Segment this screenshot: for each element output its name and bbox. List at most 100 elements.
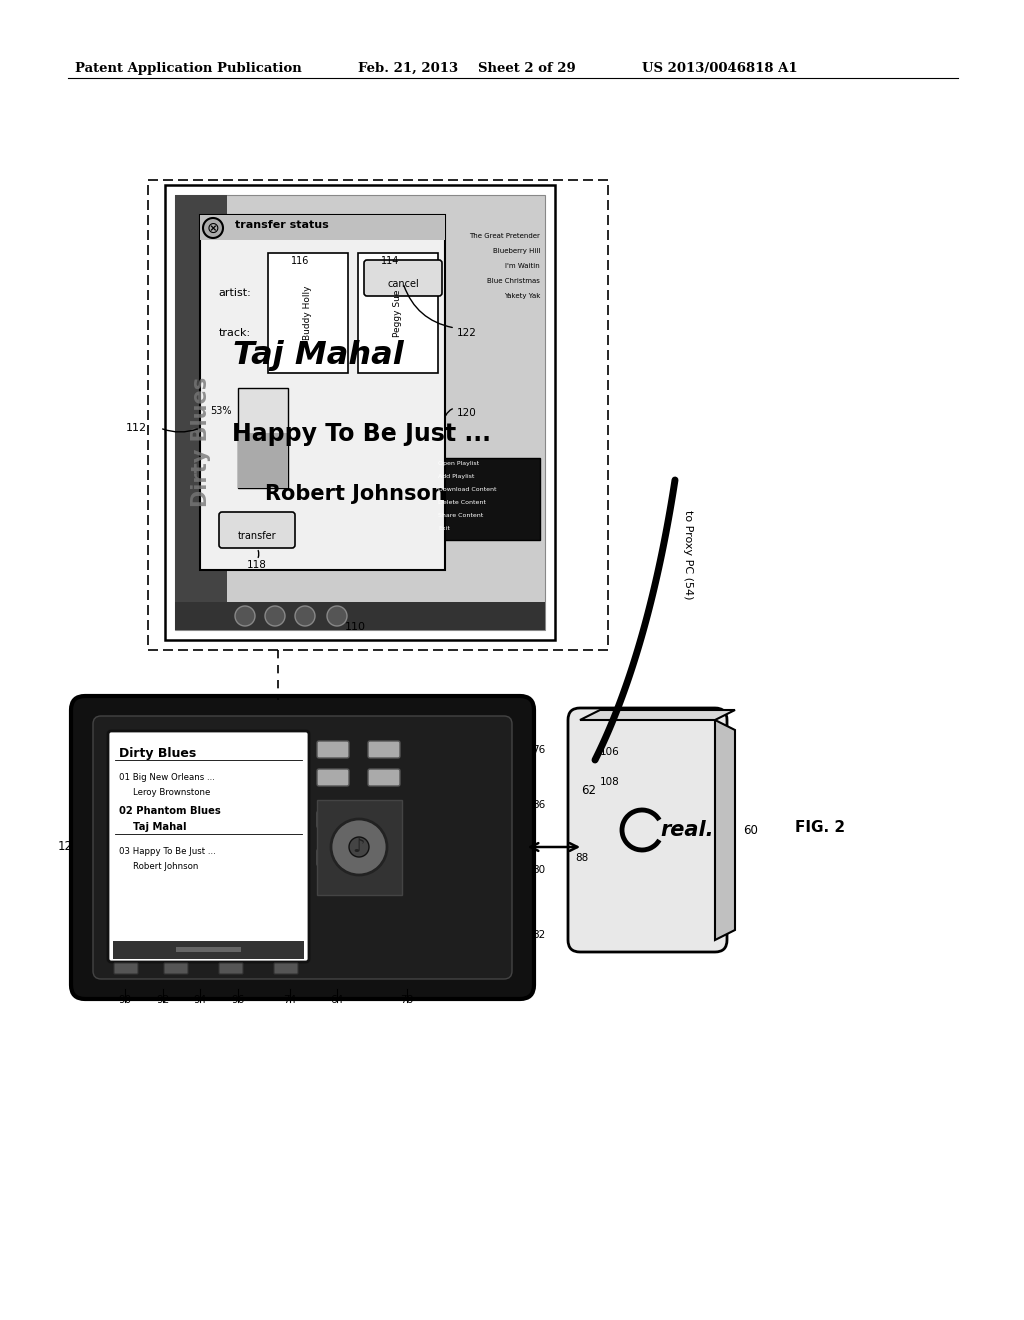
Text: 108: 108 [600,777,620,787]
Bar [358,253,438,374]
Bar [175,195,545,630]
Bar [113,941,304,960]
Text: 01 Big New Orleans ...: 01 Big New Orleans ... [119,774,215,781]
Text: 86: 86 [532,800,545,810]
Text: Feb. 21, 2013: Feb. 21, 2013 [358,62,458,75]
Circle shape [349,837,369,857]
Text: Happy To Be Just ...: Happy To Be Just ... [231,422,490,446]
Bar [148,180,608,649]
FancyBboxPatch shape [219,964,243,974]
Bar [435,458,540,540]
Text: 114: 114 [381,256,399,267]
FancyBboxPatch shape [114,964,138,974]
FancyBboxPatch shape [568,708,727,952]
Circle shape [265,606,285,626]
Text: real.: real. [660,820,714,840]
FancyBboxPatch shape [368,741,400,758]
Text: 03 Happy To Be Just ...: 03 Happy To Be Just ... [119,847,216,855]
Text: Leroy Brownstone: Leroy Brownstone [133,788,210,797]
Text: Add Playlist: Add Playlist [438,474,474,479]
Text: Download Content: Download Content [438,487,497,492]
Text: 122: 122 [457,327,477,338]
Text: Buddy Holly: Buddy Holly [303,285,312,341]
FancyBboxPatch shape [317,770,349,785]
Text: Dirty Blues: Dirty Blues [191,378,211,507]
Text: Open Playlist: Open Playlist [438,461,479,466]
Text: I'm Waitin: I'm Waitin [505,263,540,269]
Text: to Proxy PC (54): to Proxy PC (54) [683,510,693,599]
Text: Taj Mahal: Taj Mahal [133,822,186,832]
Text: transfer status: transfer status [234,220,329,230]
Bar [238,433,288,488]
Text: transfer: transfer [238,531,276,541]
Text: Patent Application Publication: Patent Application Publication [75,62,302,75]
Text: 112: 112 [126,422,147,433]
Text: Yakety Yak: Yakety Yak [504,293,540,300]
FancyBboxPatch shape [317,810,349,828]
FancyBboxPatch shape [364,260,442,296]
Text: 76: 76 [532,744,545,755]
FancyBboxPatch shape [368,770,400,785]
Text: 110: 110 [345,622,366,632]
Text: US 2013/0046818 A1: US 2013/0046818 A1 [642,62,798,75]
Text: Peggy Sue: Peggy Sue [393,289,402,337]
FancyBboxPatch shape [368,849,400,866]
Bar [317,800,402,895]
Text: Delete Content: Delete Content [438,500,485,506]
Text: 118: 118 [247,560,267,570]
Text: 12: 12 [58,841,73,854]
Polygon shape [715,719,735,940]
Text: Blue Christmas: Blue Christmas [487,279,540,284]
Text: Robert Johnson: Robert Johnson [265,484,445,504]
Text: 80: 80 [532,865,545,875]
Polygon shape [580,710,735,719]
Text: 62: 62 [581,784,596,796]
Circle shape [295,606,315,626]
Text: 116: 116 [291,256,309,267]
FancyBboxPatch shape [317,741,349,758]
FancyBboxPatch shape [71,696,534,999]
Bar [200,215,445,240]
Text: cancel: cancel [387,279,419,289]
Text: Taj Mahal: Taj Mahal [232,339,403,371]
Text: 78: 78 [400,995,414,1005]
Text: FIG. 2: FIG. 2 [795,820,845,836]
Text: Share Content: Share Content [438,513,483,519]
Text: Exit: Exit [438,527,450,531]
Text: Dirty Blues: Dirty Blues [119,747,197,760]
FancyBboxPatch shape [93,715,512,979]
Text: 90: 90 [119,995,131,1005]
Text: Blueberry Hill: Blueberry Hill [493,248,540,253]
Bar [200,215,445,570]
Text: 53%: 53% [210,407,231,416]
Text: track:: track: [219,327,251,338]
Circle shape [234,606,255,626]
FancyBboxPatch shape [108,731,309,962]
Text: The Great Pretender: The Great Pretender [469,234,540,239]
FancyBboxPatch shape [164,964,188,974]
Text: ♪: ♪ [352,837,366,857]
Text: 88: 88 [575,853,588,863]
Text: 60: 60 [743,824,758,837]
Bar [268,253,348,374]
Text: 74: 74 [284,995,297,1005]
Bar [175,195,227,630]
Bar [176,946,241,952]
Text: artist:: artist: [219,288,251,298]
Bar [175,602,545,630]
Text: ⊗: ⊗ [207,220,219,235]
Circle shape [327,606,347,626]
FancyBboxPatch shape [219,512,295,548]
Text: 96: 96 [231,995,245,1005]
Bar [238,388,288,488]
Text: Robert Johnson: Robert Johnson [133,862,199,871]
Text: 92: 92 [157,995,170,1005]
Text: 94: 94 [194,995,207,1005]
Text: 82: 82 [532,931,545,940]
FancyBboxPatch shape [317,849,349,866]
Text: Sheet 2 of 29: Sheet 2 of 29 [478,62,575,75]
Circle shape [331,818,387,875]
Text: 02 Phantom Blues: 02 Phantom Blues [119,807,221,816]
FancyBboxPatch shape [368,810,400,828]
Circle shape [203,218,223,238]
